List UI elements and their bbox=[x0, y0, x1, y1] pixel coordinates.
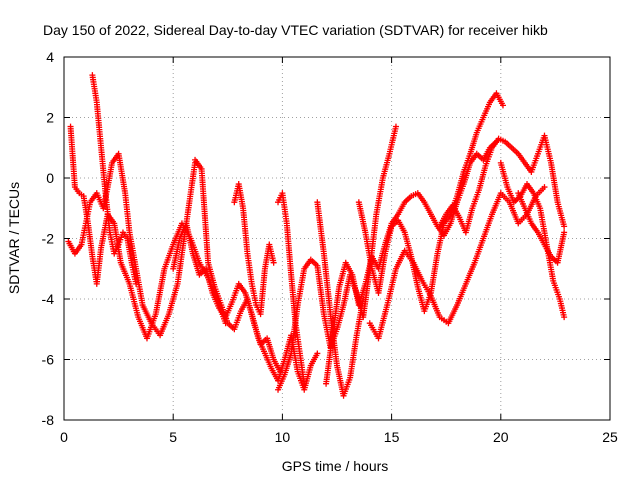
series-trace-13 bbox=[436, 132, 568, 236]
series-trace-6 bbox=[231, 181, 277, 318]
series-trace-15 bbox=[515, 190, 568, 266]
chart-title: Day 150 of 2022, Sidereal Day-to-day VTE… bbox=[43, 22, 548, 38]
series-trace-14 bbox=[497, 159, 568, 321]
series-trace-12 bbox=[366, 184, 548, 342]
x-tick-label: 5 bbox=[169, 429, 177, 445]
y-tick-label: 2 bbox=[46, 110, 54, 126]
data-point bbox=[561, 314, 568, 321]
x-tick-labels: 0 5 10 15 20 25 bbox=[60, 429, 618, 445]
x-tick-label: 0 bbox=[60, 429, 68, 445]
data-point bbox=[277, 368, 284, 375]
series-trace-5 bbox=[192, 156, 284, 375]
series-trace-11 bbox=[355, 90, 506, 315]
data-point bbox=[133, 280, 140, 287]
y-tick-label: -8 bbox=[42, 412, 55, 428]
y-tick-label: -4 bbox=[42, 291, 55, 307]
x-axis-label: GPS time / hours bbox=[282, 458, 389, 474]
y-tick-label: -6 bbox=[42, 352, 55, 368]
data-point bbox=[301, 380, 308, 387]
x-tick-label: 25 bbox=[602, 429, 618, 445]
series-trace-8 bbox=[275, 190, 308, 387]
data-point bbox=[314, 350, 321, 357]
data-series bbox=[65, 72, 568, 399]
series-trace-2 bbox=[67, 123, 229, 342]
data-point bbox=[392, 123, 399, 130]
series-trace-3 bbox=[89, 72, 140, 287]
data-point bbox=[561, 223, 568, 230]
x-tick-label: 20 bbox=[493, 429, 509, 445]
y-tick-label: 0 bbox=[46, 170, 54, 186]
series-trace-4 bbox=[170, 220, 321, 393]
x-tick-label: 15 bbox=[384, 429, 400, 445]
y-axis-label: SDTVAR / TECUs bbox=[6, 182, 22, 294]
axis-ticks bbox=[63, 56, 611, 421]
series-trace-1 bbox=[65, 150, 199, 339]
data-point bbox=[541, 184, 548, 191]
data-point bbox=[561, 229, 568, 236]
y-tick-label: -2 bbox=[42, 231, 55, 247]
y-tick-labels: -8 -6 -4 -2 0 2 4 bbox=[42, 49, 55, 428]
data-point bbox=[499, 102, 506, 109]
x-tick-label: 10 bbox=[275, 429, 291, 445]
y-tick-label: 4 bbox=[46, 49, 54, 65]
data-point bbox=[270, 259, 277, 266]
